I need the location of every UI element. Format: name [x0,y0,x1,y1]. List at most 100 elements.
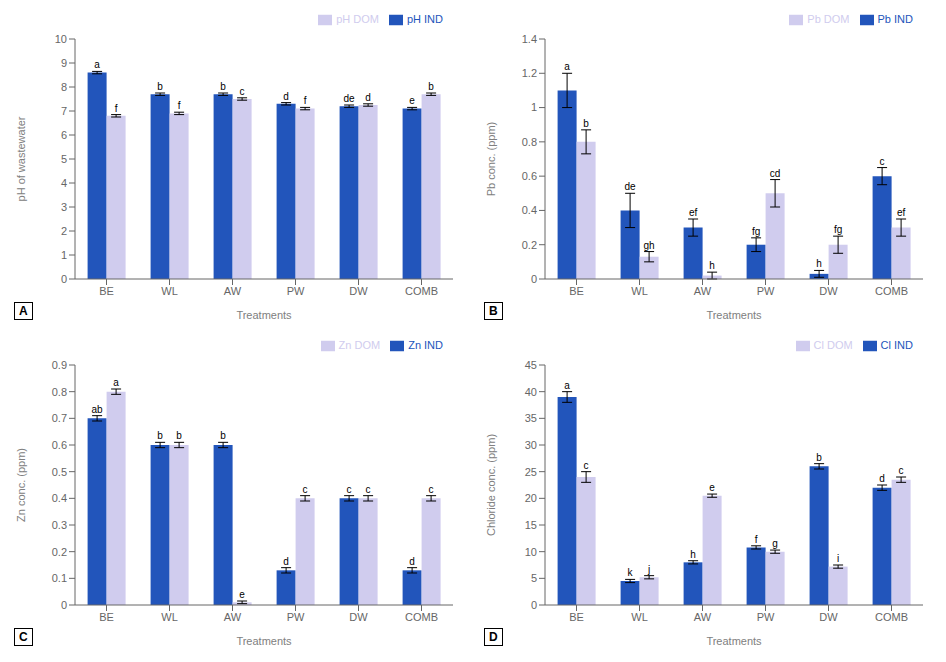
svg-text:8: 8 [61,81,67,93]
svg-text:c: c [240,86,245,97]
svg-text:b: b [220,430,226,441]
svg-text:b: b [583,118,589,129]
svg-text:de: de [625,181,637,192]
svg-text:Treatments: Treatments [236,309,292,321]
svg-text:DW: DW [819,611,838,623]
svg-text:c: c [429,484,434,495]
svg-text:25: 25 [525,466,537,478]
svg-text:7: 7 [61,105,67,117]
svg-text:de: de [344,93,356,104]
svg-text:b: b [816,452,822,463]
svg-text:b: b [220,81,226,92]
svg-text:4: 4 [61,177,67,189]
svg-text:BE: BE [569,611,584,623]
svg-text:a: a [564,61,570,72]
svg-text:d: d [879,473,885,484]
svg-text:AW: AW [224,285,242,297]
svg-text:0: 0 [61,273,67,285]
svg-text:Zn conc. (ppm): Zn conc. (ppm) [15,448,27,522]
svg-text:WL: WL [631,611,648,623]
svg-text:0.6: 0.6 [52,439,67,451]
svg-text:AW: AW [694,611,712,623]
svg-text:b: b [157,430,163,441]
svg-text:20: 20 [525,492,537,504]
svg-text:5: 5 [61,153,67,165]
svg-text:c: c [584,460,589,471]
svg-text:0.4: 0.4 [522,204,537,216]
svg-text:1.4: 1.4 [522,33,537,45]
svg-text:1.2: 1.2 [522,67,537,79]
svg-text:fg: fg [752,226,760,237]
svg-text:f: f [304,95,307,106]
svg-text:d: d [283,556,289,567]
svg-text:DW: DW [349,611,368,623]
svg-text:45: 45 [525,359,537,371]
svg-text:c: c [899,465,904,476]
svg-text:0.8: 0.8 [522,136,537,148]
svg-text:h: h [690,549,696,560]
svg-text:3: 3 [61,201,67,213]
svg-text:35: 35 [525,412,537,424]
svg-text:WL: WL [631,285,648,297]
svg-text:10: 10 [55,33,67,45]
svg-text:c: c [347,484,352,495]
svg-text:h: h [816,258,822,269]
svg-text:BE: BE [569,285,584,297]
svg-text:c: c [366,484,371,495]
svg-text:1: 1 [531,101,537,113]
svg-text:9: 9 [61,57,67,69]
svg-text:c: c [303,484,308,495]
svg-text:0.9: 0.9 [52,359,67,371]
svg-text:b: b [157,81,163,92]
svg-text:30: 30 [525,439,537,451]
svg-text:PW: PW [757,285,775,297]
svg-text:COMB: COMB [875,611,908,623]
svg-text:BE: BE [99,611,114,623]
svg-text:d: d [365,92,371,103]
svg-text:0: 0 [531,599,537,611]
svg-text:Pb conc. (ppm): Pb conc. (ppm) [485,122,497,197]
svg-text:Chloride conc. (ppm): Chloride conc. (ppm) [485,434,497,536]
svg-text:gh: gh [644,240,655,251]
svg-text:k: k [628,567,634,578]
svg-text:1: 1 [61,249,67,261]
svg-text:DW: DW [819,285,838,297]
svg-text:10: 10 [525,546,537,558]
svg-text:e: e [409,95,415,106]
svg-text:0.8: 0.8 [52,386,67,398]
svg-text:0: 0 [61,599,67,611]
svg-text:d: d [409,556,415,567]
svg-text:AW: AW [224,611,242,623]
svg-text:COMB: COMB [875,285,908,297]
svg-text:PW: PW [757,611,775,623]
svg-text:ef: ef [897,207,906,218]
svg-text:15: 15 [525,519,537,531]
svg-text:0.4: 0.4 [52,492,67,504]
svg-text:h: h [709,260,715,271]
svg-text:fg: fg [834,224,842,235]
svg-text:f: f [178,100,181,111]
svg-text:d: d [283,91,289,102]
svg-text:f: f [115,103,118,114]
svg-text:pH of wastewater: pH of wastewater [15,116,27,201]
svg-text:a: a [564,380,570,391]
svg-text:ab: ab [92,404,104,415]
svg-text:0.2: 0.2 [52,546,67,558]
svg-text:5: 5 [531,572,537,584]
svg-text:0: 0 [531,273,537,285]
svg-text:40: 40 [525,386,537,398]
svg-text:f: f [755,534,758,545]
svg-text:COMB: COMB [405,611,438,623]
svg-text:AW: AW [694,285,712,297]
svg-text:b: b [176,430,182,441]
svg-text:b: b [428,81,434,92]
svg-text:0.2: 0.2 [522,239,537,251]
svg-text:WL: WL [161,285,178,297]
svg-text:0.6: 0.6 [522,170,537,182]
svg-text:e: e [239,589,245,600]
svg-text:2: 2 [61,225,67,237]
svg-text:0.1: 0.1 [52,572,67,584]
svg-text:cd: cd [770,168,781,179]
svg-text:ef: ef [689,207,698,218]
svg-text:PW: PW [287,611,305,623]
